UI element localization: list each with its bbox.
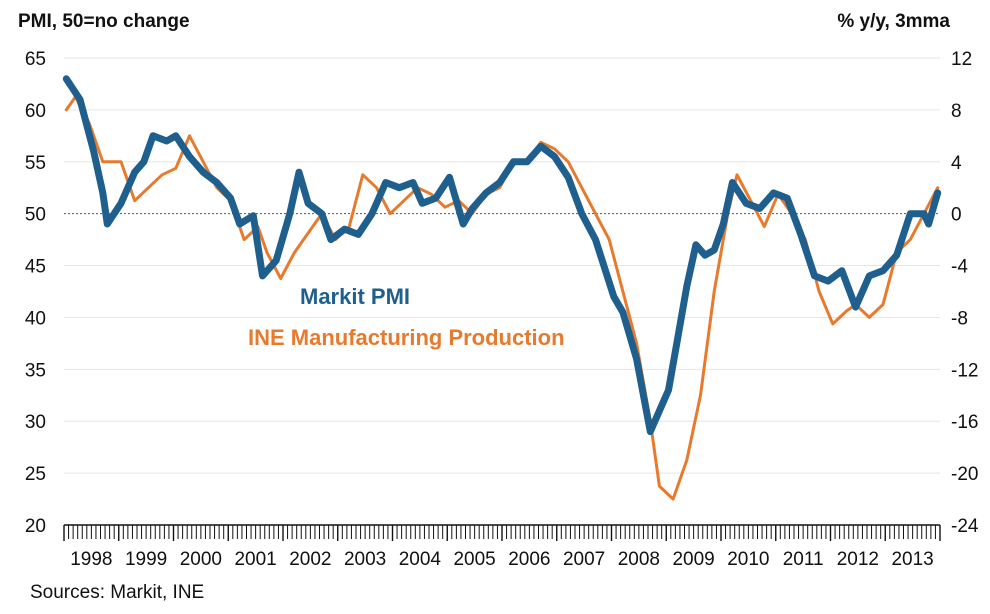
x-year-labels: 1998 1999 2000 2001 2002 2003 2004 2005 2006 2007… [70, 549, 934, 570]
x-year-label: 1999 [125, 549, 167, 570]
x-year-label: 2012 [837, 549, 879, 570]
x-year-label: 1998 [70, 549, 112, 570]
right-tick-label: 4 [951, 153, 962, 174]
right-tick-label: 8 [951, 101, 962, 122]
legend-ine-production: INE Manufacturing Production [248, 325, 565, 350]
gridlines [64, 57, 940, 474]
right-tick-label: -8 [951, 308, 968, 329]
left-tick-label: 60 [25, 101, 46, 122]
left-tick-label: 30 [25, 412, 46, 433]
x-month-ticks [63, 525, 941, 541]
x-year-label: 2006 [508, 549, 550, 570]
left-tick-label: 55 [25, 153, 46, 174]
series-markit-pmi-line [62, 75, 942, 436]
right-axis-title: % y/y, 3mma [837, 11, 950, 32]
left-tick-label: 40 [25, 308, 46, 329]
source-note: Sources: Markit, INE [30, 582, 204, 603]
left-tick-label: 65 [25, 49, 46, 70]
right-tick-label: 0 [951, 205, 962, 226]
left-tick-label: 45 [25, 257, 46, 278]
right-tick-label: -16 [951, 412, 978, 433]
x-year-label: 2013 [891, 549, 933, 570]
right-tick-label: 12 [951, 49, 972, 70]
right-tick-label: -20 [951, 464, 978, 485]
x-year-label: 2000 [180, 549, 222, 570]
legend-markit-pmi: Markit PMI [300, 284, 410, 309]
left-tick-label: 20 [25, 516, 46, 537]
x-year-label: 2007 [563, 549, 605, 570]
x-year-label: 2011 [783, 549, 824, 570]
left-axis-title: PMI, 50=no change [18, 11, 190, 32]
x-year-label: 2003 [344, 549, 386, 570]
right-tick-label: -4 [951, 257, 968, 278]
right-tick-label: -12 [951, 360, 978, 381]
left-y-tick-labels: 65 60 55 50 45 40 35 30 25 20 [25, 49, 46, 537]
x-year-label: 2010 [727, 549, 769, 570]
right-tick-label: -24 [951, 516, 979, 537]
series-lines [62, 75, 942, 501]
left-tick-label: 35 [25, 360, 46, 381]
left-tick-label: 50 [25, 205, 46, 226]
right-y-tick-labels: 12 8 4 0 -4 -8 -12 -16 -20 -24 [951, 49, 979, 537]
x-year-label: 2004 [399, 549, 442, 570]
left-tick-label: 25 [25, 464, 46, 485]
x-year-label: 2002 [289, 549, 331, 570]
series-ine-production-line [64, 95, 940, 501]
x-year-label: 2001 [234, 549, 276, 570]
x-year-label: 2008 [618, 549, 660, 570]
x-year-label: 2009 [672, 549, 714, 570]
x-year-label: 2005 [453, 549, 495, 570]
